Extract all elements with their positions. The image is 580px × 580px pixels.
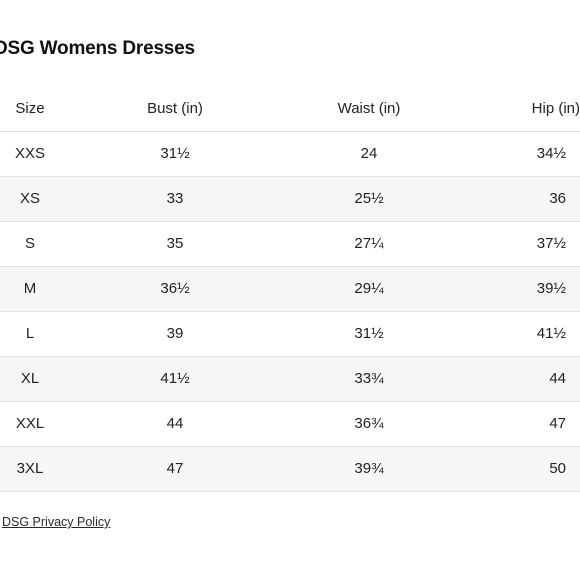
bust-cell: 31½ bbox=[60, 131, 290, 177]
bust-cell: 35 bbox=[60, 221, 290, 267]
table-row: M 36½ 29¼ 39½ bbox=[0, 266, 580, 312]
header-size: Size bbox=[0, 87, 60, 132]
bust-cell: 36½ bbox=[60, 266, 290, 312]
table-row: XS 33 25½ 36 bbox=[0, 176, 580, 222]
size-cell: S bbox=[0, 221, 60, 267]
size-cell: XL bbox=[0, 356, 60, 402]
hip-cell: 39½ bbox=[448, 266, 580, 312]
waist-cell: 24 bbox=[290, 131, 448, 177]
hip-cell: 44 bbox=[448, 356, 580, 402]
waist-cell: 36¾ bbox=[290, 401, 448, 447]
size-cell: XS bbox=[0, 176, 60, 222]
size-cell: XXL bbox=[0, 401, 60, 447]
table-row: S 35 27¼ 37½ bbox=[0, 221, 580, 267]
header-waist: Waist (in) bbox=[290, 87, 448, 132]
waist-cell: 33¾ bbox=[290, 356, 448, 402]
header-hip: Hip (in) bbox=[448, 87, 580, 132]
waist-cell: 27¼ bbox=[290, 221, 448, 267]
size-cell: M bbox=[0, 266, 60, 312]
table-row: XL 41½ 33¾ 44 bbox=[0, 356, 580, 402]
hip-cell: 34½ bbox=[448, 131, 580, 177]
table-row: XXS 31½ 24 34½ bbox=[0, 131, 580, 177]
hip-cell: 41½ bbox=[448, 311, 580, 357]
privacy-policy-link[interactable]: DSG Privacy Policy bbox=[2, 515, 111, 529]
bust-cell: 39 bbox=[60, 311, 290, 357]
table-row: 3XL 47 39¾ 50 bbox=[0, 446, 580, 492]
hip-cell: 47 bbox=[448, 401, 580, 447]
header-bust: Bust (in) bbox=[60, 87, 290, 132]
size-cell: 3XL bbox=[0, 446, 60, 492]
bust-cell: 44 bbox=[60, 401, 290, 447]
hip-cell: 36 bbox=[448, 176, 580, 222]
hip-cell: 37½ bbox=[448, 221, 580, 267]
size-cell: L bbox=[0, 311, 60, 357]
table-row: L 39 31½ 41½ bbox=[0, 311, 580, 357]
page-title: DSG Womens Dresses bbox=[0, 38, 195, 59]
bust-cell: 33 bbox=[60, 176, 290, 222]
waist-cell: 31½ bbox=[290, 311, 448, 357]
hip-cell: 50 bbox=[448, 446, 580, 492]
size-cell: XXS bbox=[0, 131, 60, 177]
waist-cell: 29¼ bbox=[290, 266, 448, 312]
waist-cell: 39¾ bbox=[290, 446, 448, 492]
waist-cell: 25½ bbox=[290, 176, 448, 222]
bust-cell: 47 bbox=[60, 446, 290, 492]
table-header-row: Size Bust (in) Waist (in) Hip (in) bbox=[0, 87, 580, 132]
table-row: XXL 44 36¾ 47 bbox=[0, 401, 580, 447]
size-chart-table: Size Bust (in) Waist (in) Hip (in) XXS 3… bbox=[0, 87, 580, 492]
bust-cell: 41½ bbox=[60, 356, 290, 402]
